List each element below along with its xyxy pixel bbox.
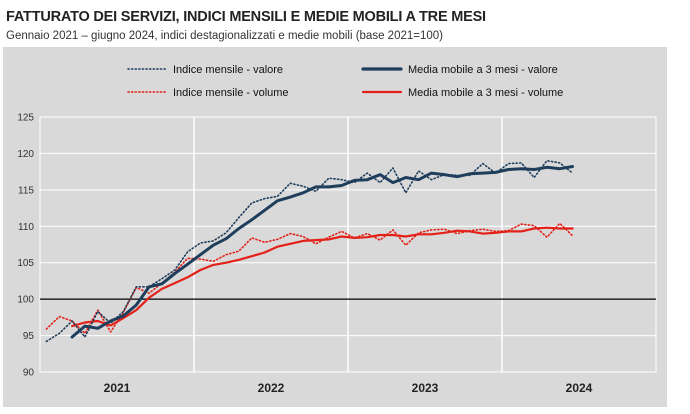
y-tick-label: 90: [23, 368, 35, 379]
legend-label: Media mobile a 3 mesi - valore: [408, 64, 558, 76]
chart-panel: 90 95 100 105 110 115 120 125 2021 2022 2023 2024 …: [3, 47, 667, 407]
plot-lines: [45, 159, 575, 343]
year-label: 2022: [258, 381, 285, 395]
y-tick-label: 115: [18, 185, 34, 196]
legend-label: Indice mensile - valore: [173, 64, 283, 76]
y-tick-label: 105: [17, 258, 34, 269]
year-label: 2024: [566, 381, 593, 395]
y-tick-label: 125: [17, 113, 34, 124]
y-axis: 90 95 100 105 110 115 120 125: [17, 113, 34, 379]
y-tick-label: 100: [17, 295, 34, 306]
year-label: 2023: [412, 381, 439, 395]
series-line-media-mobile-volume: [71, 226, 574, 328]
y-tick-label: 110: [18, 222, 34, 233]
chart-subtitle: Gennaio 2021 – giugno 2024, indici desta…: [6, 30, 443, 42]
y-tick-label: 95: [23, 331, 35, 342]
series-line-media-mobile-valore: [70, 165, 575, 339]
year-label: 2021: [104, 381, 131, 395]
legend-label: Media mobile a 3 mesi - volume: [408, 87, 563, 99]
x-axis: 2021 2022 2023 2024: [104, 381, 593, 395]
series-line-indice-mensile-valore: [45, 159, 574, 343]
grid: [39, 116, 657, 373]
chart-title: FATTURATO DEI SERVIZI, INDICI MENSILI E …: [6, 9, 486, 25]
y-tick-label: 120: [17, 149, 34, 160]
legend-label: Indice mensile - volume: [173, 87, 289, 99]
legend: Indice mensile - valore Media mobile a 3 …: [127, 64, 563, 99]
